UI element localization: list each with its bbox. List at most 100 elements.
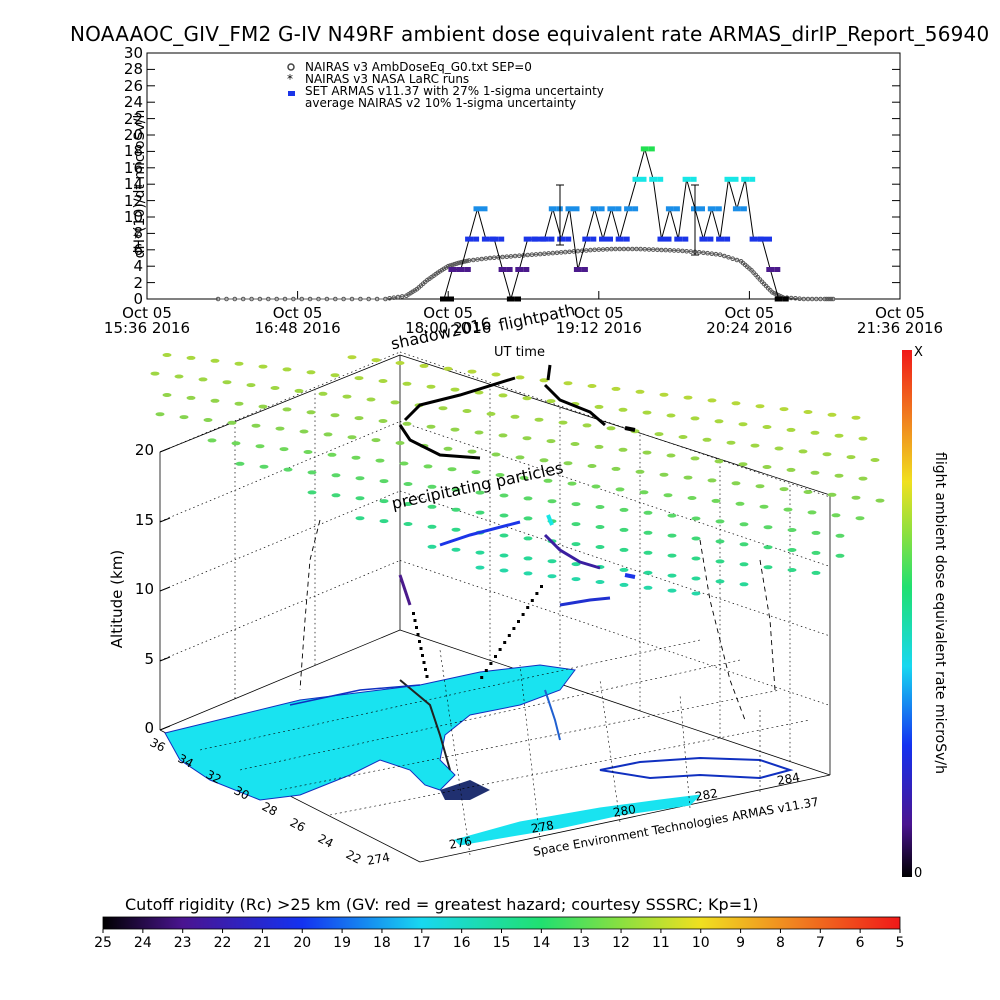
- dose-cell: [798, 449, 808, 454]
- dose-cell: [443, 446, 453, 451]
- dose-cell: [347, 435, 357, 440]
- nairas-point: [797, 296, 802, 302]
- nairas-point: [638, 246, 643, 252]
- rigidity-tick-label: 7: [815, 935, 825, 951]
- nairas-point: [307, 296, 313, 302]
- armas-point: [682, 176, 691, 182]
- dose-cell: [443, 366, 453, 371]
- armas-point: [740, 206, 747, 212]
- dose-cell: [635, 389, 645, 394]
- dose-cell: [522, 396, 532, 401]
- dose-cell: [811, 570, 821, 575]
- dose-cell: [523, 516, 533, 521]
- armas-point: [774, 296, 783, 302]
- rigidity-tick-label: 9: [736, 935, 746, 951]
- armas-point: [473, 236, 480, 242]
- dose-cell: [366, 397, 376, 402]
- armas-point: [448, 267, 457, 272]
- dose-cell: [827, 492, 837, 497]
- dose-cell: [690, 416, 700, 421]
- armas-point: [632, 206, 639, 212]
- dose-cell: [715, 519, 725, 524]
- nairas-point: [399, 294, 405, 299]
- nairas-point: [617, 246, 623, 252]
- armas-point: [481, 236, 490, 242]
- flightpath-mid: [398, 514, 636, 607]
- climb-point: [530, 599, 534, 602]
- dose-cell: [390, 400, 400, 405]
- armas-point: [741, 176, 750, 182]
- rigidity-tick-label: 15: [492, 935, 511, 951]
- nairas-series: [215, 246, 836, 302]
- dose-cell: [427, 484, 437, 489]
- armas-point: [607, 206, 616, 212]
- nairas-point: [282, 296, 288, 302]
- dose-cell: [547, 559, 557, 564]
- dose-cell: [803, 490, 813, 494]
- dose-cell: [294, 388, 304, 393]
- armas-point: [657, 176, 664, 182]
- dose-cell: [283, 467, 293, 472]
- nairas-point: [828, 296, 834, 302]
- top-y-tick-label: 6: [133, 240, 143, 259]
- dose-cell: [691, 516, 701, 521]
- dose-cell: [619, 547, 629, 552]
- nairas-point: [479, 256, 485, 262]
- dose-cell: [786, 427, 796, 432]
- flightpath-ground: [289, 679, 561, 771]
- dose-cell: [379, 519, 389, 524]
- dose-cell: [762, 465, 772, 469]
- dose-cell: [643, 570, 653, 575]
- nairas-point: [830, 296, 836, 302]
- nairas-point: [500, 254, 505, 260]
- dose-cell: [427, 544, 437, 549]
- dose-cell: [402, 381, 412, 386]
- armas-point: [607, 236, 613, 242]
- nairas-point: [445, 263, 451, 269]
- dose-cell: [707, 478, 717, 483]
- dose-cell: [306, 370, 316, 375]
- nairas-point: [349, 296, 355, 302]
- dose-cell: [307, 490, 317, 495]
- dose-cell: [738, 462, 748, 467]
- armas-point: [540, 236, 549, 242]
- dose-cell: [715, 579, 725, 584]
- nairas-point: [659, 247, 664, 253]
- dose-cell: [210, 358, 220, 363]
- nairas-point: [452, 261, 457, 267]
- armas-point: [581, 267, 588, 272]
- wall-grid-line: [399, 351, 831, 498]
- nairas-point: [688, 249, 694, 254]
- armas-point: [782, 296, 789, 302]
- top-y-tick-label: 0: [133, 290, 143, 308]
- dose-cell: [403, 482, 413, 486]
- dose-cell: [691, 556, 701, 561]
- dose-cell: [667, 573, 677, 578]
- rigidity-tick-label: 10: [691, 935, 710, 951]
- armas-point: [699, 236, 708, 242]
- nairas-point: [713, 251, 719, 257]
- dose-cell: [467, 449, 477, 454]
- armas-point: [456, 267, 465, 272]
- dose-cell: [179, 415, 189, 420]
- dose-cell: [475, 490, 485, 495]
- dose-cell: [667, 513, 677, 518]
- dose-cell: [642, 450, 652, 455]
- rigidity-tick-label: 21: [253, 935, 272, 951]
- dose-cell: [371, 438, 381, 443]
- legend-label-0: NAIRAS v3 AmbDoseEq_G0.txt SEP=0: [305, 60, 532, 74]
- dose-cell: [654, 432, 664, 437]
- nairas-point: [563, 249, 568, 255]
- dose-cell: [831, 513, 841, 518]
- dose-cell: [683, 395, 693, 400]
- top-y-tick-label: 18: [123, 142, 143, 161]
- nairas-point: [709, 251, 715, 256]
- climb-point: [484, 669, 488, 672]
- dose-cell: [643, 530, 653, 535]
- top-y-tick-label: 12: [123, 191, 143, 210]
- nairas-point: [274, 296, 280, 302]
- dose-cell: [582, 423, 592, 428]
- climb-point: [507, 634, 511, 637]
- nairas-point: [454, 261, 459, 266]
- altitude-axis-label: Altitude (km): [108, 549, 126, 649]
